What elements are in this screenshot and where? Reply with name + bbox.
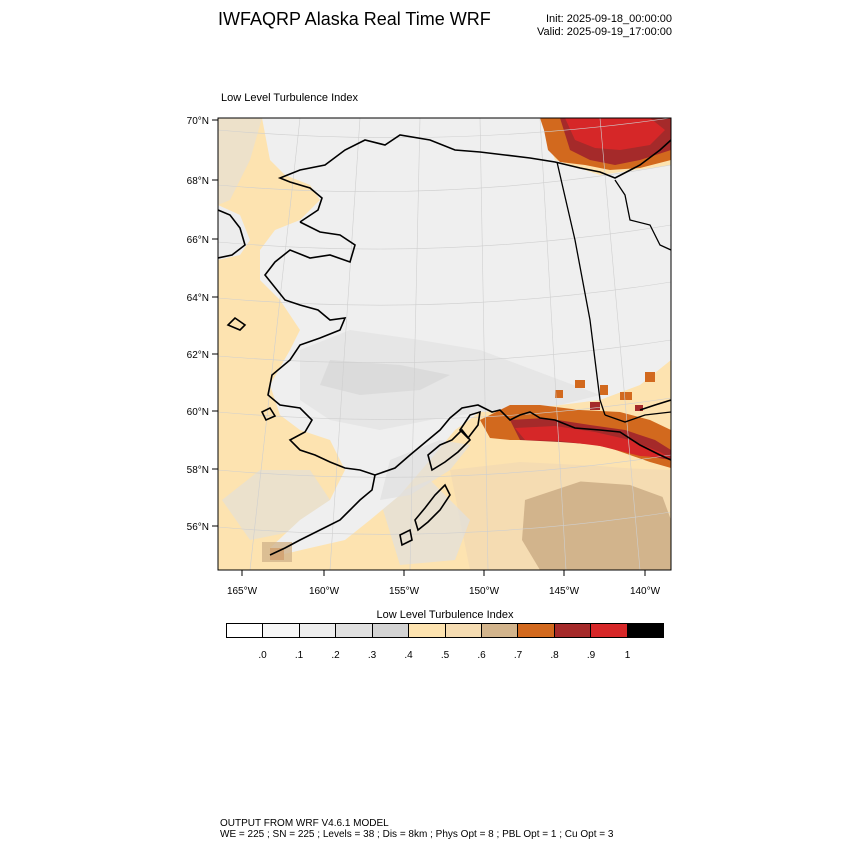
time-info: Init: 2025-09-18_00:00:00 Valid: 2025-09… bbox=[470, 13, 672, 39]
axis-ticks bbox=[212, 119, 646, 576]
colorbar-swatch bbox=[554, 624, 592, 637]
colorbar-label: .6 bbox=[477, 650, 486, 661]
colorbar-swatch bbox=[518, 624, 555, 637]
valid-time: Valid: 2025-09-19_17:00:00 bbox=[537, 26, 672, 38]
lon-label: 155°W bbox=[389, 586, 420, 597]
colorbar-swatch bbox=[263, 624, 300, 637]
lon-label: 160°W bbox=[309, 586, 340, 597]
colorbar-label: .0 bbox=[258, 650, 267, 661]
colorbar-label: 1 bbox=[624, 650, 631, 661]
lat-label: 66°N bbox=[187, 235, 209, 246]
lat-label: 58°N bbox=[187, 465, 209, 476]
colorbar-swatch bbox=[227, 624, 264, 637]
colorbar-swatch bbox=[481, 624, 519, 637]
map-frame bbox=[217, 117, 672, 571]
init-time: Init: 2025-09-18_00:00:00 bbox=[546, 13, 672, 25]
map-title: Low Level Turbulence Index bbox=[221, 92, 358, 104]
lon-label: 150°W bbox=[469, 586, 500, 597]
colorbar-label: .4 bbox=[404, 650, 413, 661]
graticule bbox=[218, 118, 671, 570]
footer-line-2: WE = 225 ; SN = 225 ; Levels = 38 ; Dis … bbox=[220, 829, 614, 840]
lat-label: 68°N bbox=[187, 176, 209, 187]
colorbar-label: .8 bbox=[550, 650, 559, 661]
colorbar-swatch bbox=[299, 624, 337, 637]
colorbar-swatch bbox=[591, 624, 628, 637]
lon-label: 140°W bbox=[630, 586, 661, 597]
lon-label: 165°W bbox=[227, 586, 258, 597]
model-footer: OUTPUT FROM WRF V4.6.1 MODEL WE = 225 ; … bbox=[220, 818, 613, 840]
lat-label: 62°N bbox=[187, 350, 209, 361]
colorbar-swatch bbox=[627, 624, 664, 637]
page-title: IWFAQRP Alaska Real Time WRF bbox=[218, 9, 491, 29]
colorbar-title: Low Level Turbulence Index bbox=[376, 609, 514, 621]
lat-label: 60°N bbox=[187, 407, 209, 418]
lat-label: 56°N bbox=[187, 522, 209, 533]
colorbar-label: .2 bbox=[331, 650, 340, 661]
lat-label: 70°N bbox=[187, 116, 209, 127]
colorbar-label: .3 bbox=[367, 650, 377, 661]
lat-label: 64°N bbox=[187, 293, 209, 304]
colorbar-label: .5 bbox=[440, 650, 450, 661]
coastline bbox=[218, 134, 671, 556]
colorbar bbox=[226, 623, 664, 638]
colorbar-label: .7 bbox=[513, 650, 523, 661]
colorbar-swatch bbox=[409, 624, 446, 637]
colorbar-swatch bbox=[372, 624, 410, 637]
lon-label: 145°W bbox=[549, 586, 580, 597]
colorbar-swatch bbox=[336, 624, 373, 637]
borders bbox=[556, 161, 672, 423]
colorbar-label: .1 bbox=[294, 650, 304, 661]
colorbar-label: .9 bbox=[586, 650, 596, 661]
colorbar-swatch bbox=[445, 624, 482, 637]
footer-line-1: OUTPUT FROM WRF V4.6.1 MODEL bbox=[220, 818, 389, 829]
turbulence-field bbox=[218, 118, 671, 570]
